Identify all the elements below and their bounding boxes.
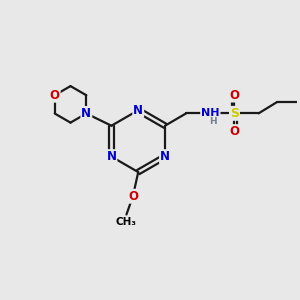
Text: CH₃: CH₃ — [116, 217, 137, 227]
Text: H: H — [209, 117, 217, 126]
Text: N: N — [81, 107, 91, 120]
Text: O: O — [50, 89, 60, 102]
Text: NH: NH — [201, 108, 220, 118]
Text: S: S — [230, 107, 239, 120]
Text: O: O — [230, 125, 239, 138]
Text: O: O — [230, 88, 239, 102]
Text: O: O — [128, 190, 138, 203]
Text: N: N — [160, 150, 170, 163]
Text: N: N — [106, 150, 116, 163]
Text: N: N — [133, 104, 143, 117]
